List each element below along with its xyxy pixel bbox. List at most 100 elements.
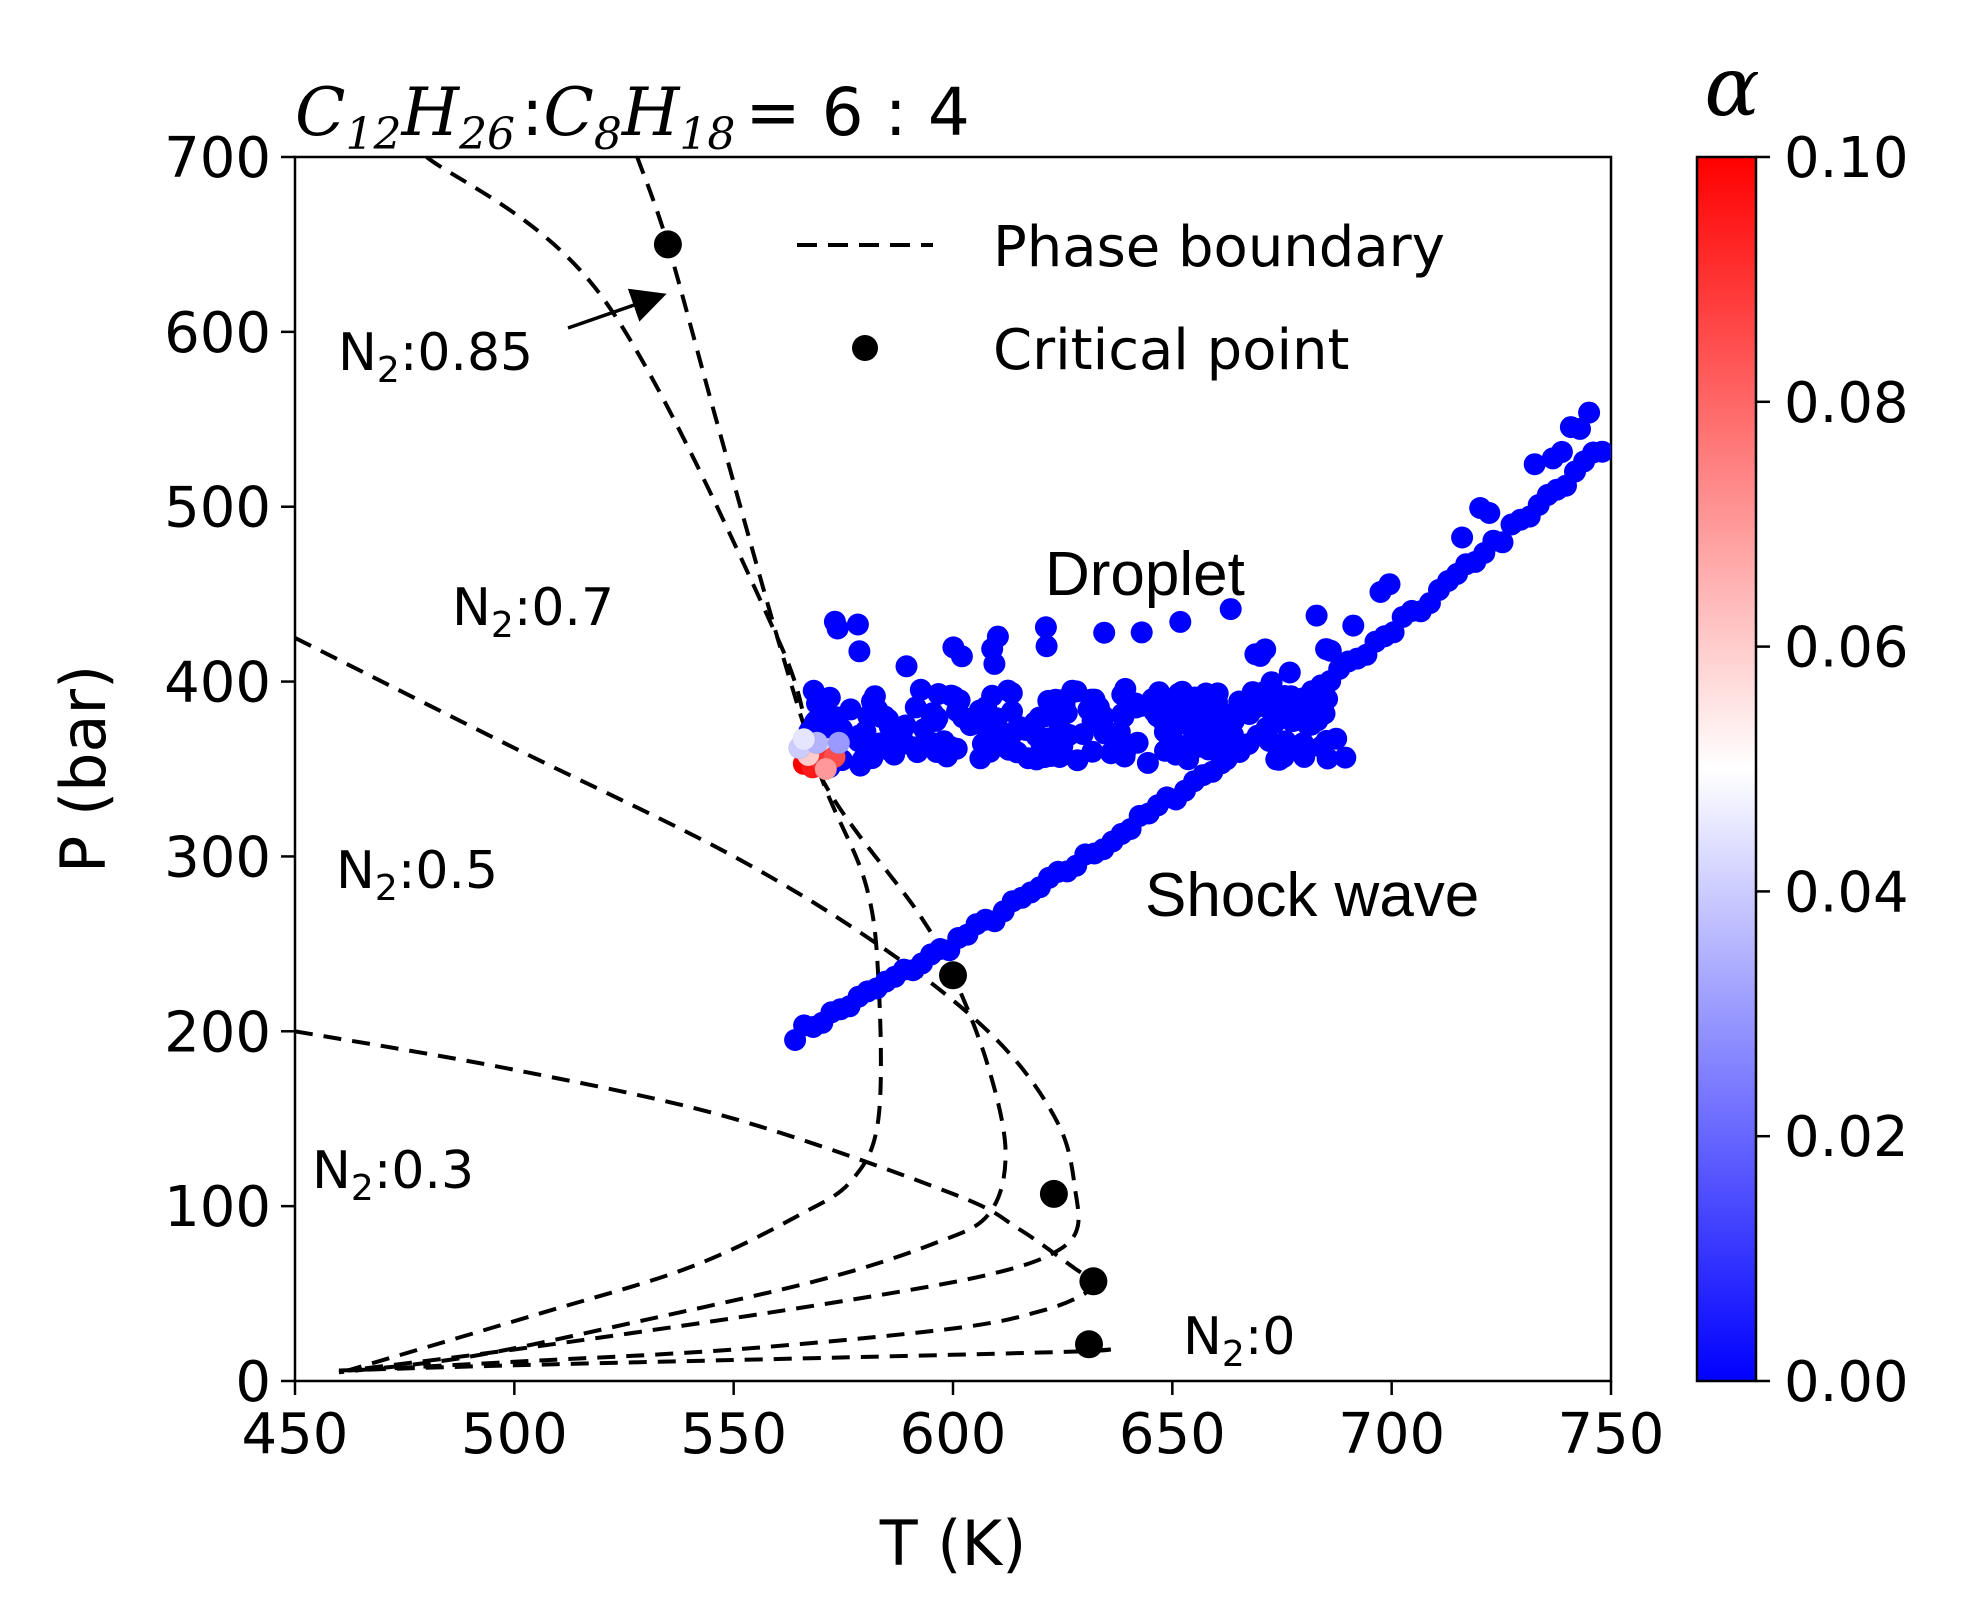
droplet-point (818, 686, 841, 709)
colorbar-gradient (1695, 155, 1758, 1383)
high-alpha-point (827, 731, 851, 755)
shock-wave-point (1491, 531, 1514, 554)
axis-ticks: 450 500 550 600 650 700 750 0 100 200 300 400 500 600… (164, 126, 1664, 1467)
droplet-point (1055, 702, 1078, 725)
droplet-point (1292, 732, 1314, 755)
droplet-point (1305, 604, 1328, 627)
droplet-point (1028, 706, 1051, 729)
droplet-point (1000, 682, 1023, 705)
droplet-point (924, 709, 947, 732)
shock-wave-point (1342, 614, 1365, 637)
droplet-point (969, 747, 992, 770)
x-tick-label: 750 (1558, 1402, 1665, 1467)
critical-point-marker (1075, 1330, 1103, 1359)
phase-boundary-line (338, 1347, 1112, 1373)
droplet-point (1319, 639, 1342, 662)
x-tick-label: 650 (1119, 1402, 1226, 1467)
x-tick-label: 450 (242, 1402, 349, 1467)
shock-wave-point (1451, 526, 1474, 549)
droplet-point (1175, 735, 1198, 758)
x-tick-label: 700 (1338, 1402, 1445, 1467)
droplet-point (823, 610, 846, 633)
droplet-point (909, 678, 932, 701)
droplet-point (1112, 705, 1135, 728)
droplet-point (904, 696, 927, 719)
critical-point-marker (653, 230, 682, 259)
x-tick-label: 500 (461, 1402, 568, 1467)
droplet-point (1167, 682, 1190, 705)
droplet-point (894, 714, 917, 737)
droplet-point (942, 636, 965, 659)
colorbar-tick-label: 0.10 (1784, 126, 1909, 191)
x-tick-label: 550 (680, 1402, 787, 1467)
colorbar-ticks: 0.00 0.02 0.04 0.06 0.08 0.10 (1756, 126, 1909, 1415)
droplet-point (855, 728, 878, 751)
label-droplet: Droplet (1045, 540, 1245, 609)
shock-wave-point (1569, 417, 1591, 440)
droplet-point (1006, 741, 1029, 764)
colorbar-tick-label: 0.06 (1784, 616, 1909, 681)
phase-boundary-line (295, 636, 1081, 1373)
colorbar-tick-label: 0.04 (1784, 860, 1909, 925)
droplet-point (1034, 616, 1057, 639)
colorbar: α 0.00 0.02 0.04 0.06 0.08 0.10 (1695, 40, 1909, 1415)
label-n2-0: N2:0 (1183, 1307, 1295, 1375)
phase-boundary-line (338, 157, 1008, 1375)
critical-points (653, 230, 1108, 1359)
colorbar-tick-label: 0.00 (1784, 1350, 1909, 1415)
shock-wave-point (1278, 661, 1301, 684)
label-n2-05: N2:0.5 (336, 841, 498, 909)
x-tick-label: 600 (900, 1402, 1007, 1467)
droplet-point (1033, 746, 1056, 769)
chart-title: C12H26:C8H18 = 6 : 4 (295, 74, 970, 160)
droplet-point (1066, 749, 1089, 772)
droplet-point (1206, 691, 1228, 714)
high-alpha-point (792, 727, 816, 751)
critical-point-marker (939, 961, 967, 990)
critical-point-marker (1079, 1267, 1108, 1296)
droplet-point (1334, 746, 1357, 769)
y-tick-label: 100 (164, 1175, 271, 1240)
droplet-point (1100, 742, 1122, 765)
high-alpha-point (814, 757, 838, 781)
shock-wave-point (1478, 502, 1501, 524)
droplet-point (1254, 638, 1277, 661)
shock-wave-point (1523, 453, 1546, 476)
legend-label-phase-boundary: Phase boundary (993, 215, 1445, 280)
droplet-point (1141, 688, 1164, 711)
droplet-point (839, 698, 862, 721)
legend: Phase boundary Critical point (797, 215, 1445, 383)
label-shock-wave: Shock wave (1145, 861, 1479, 930)
label-n2-085: N2:0.85 (338, 323, 533, 391)
y-tick-label: 400 (164, 651, 271, 716)
droplet-point (848, 640, 871, 663)
droplet-point (1325, 727, 1348, 750)
droplet-point (981, 637, 1004, 660)
critical-point-marker (1039, 1179, 1068, 1208)
droplet-point (1265, 748, 1288, 771)
shock-wave-point (1550, 440, 1573, 463)
droplet-point (1037, 689, 1060, 712)
shock-wave-point (1591, 440, 1611, 463)
legend-label-critical-point: Critical point (993, 318, 1349, 383)
colorbar-label: α (1704, 40, 1759, 135)
droplet-point (1215, 748, 1238, 771)
droplet-point (1183, 706, 1206, 729)
phase-boundaries (295, 157, 1112, 1375)
legend-critical-point-marker (852, 335, 878, 361)
label-n2-07: N2:0.7 (452, 578, 614, 646)
droplet-point (1222, 709, 1245, 732)
droplet-point (1111, 683, 1134, 706)
y-tick-label: 300 (164, 825, 271, 890)
alpha-scatter-points (784, 401, 1611, 1051)
droplet-point (945, 737, 968, 760)
droplet-point (1093, 621, 1116, 644)
label-n2-03: N2:0.3 (312, 1141, 474, 1209)
phase-boundary-line (295, 1029, 1095, 1282)
droplet-point (1008, 716, 1031, 739)
phase-boundary-line (347, 157, 883, 1373)
droplet-point (975, 696, 998, 719)
droplet-point (1130, 621, 1153, 644)
colorbar-tick-label: 0.08 (1784, 371, 1909, 436)
